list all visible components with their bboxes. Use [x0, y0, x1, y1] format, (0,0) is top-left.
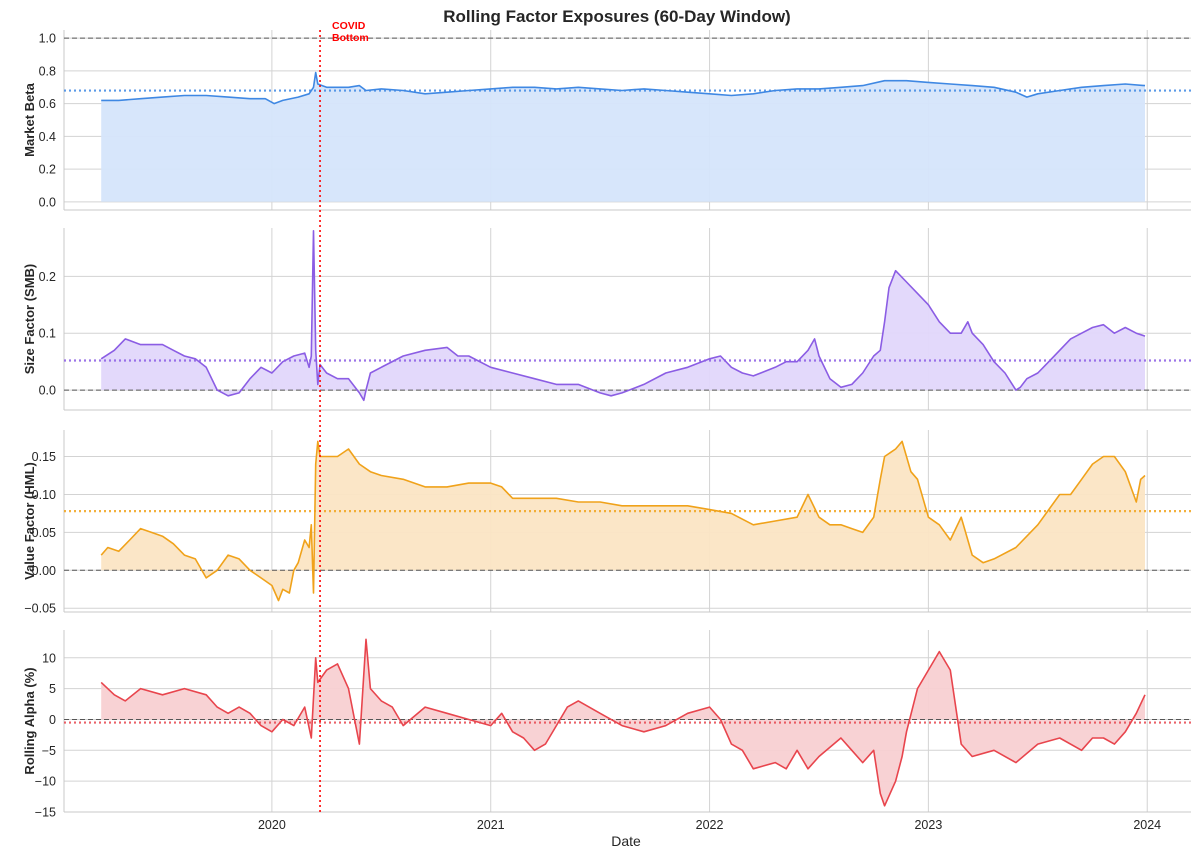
y-tick-label: 0.10	[32, 488, 56, 502]
y-tick-label: −0.05	[24, 602, 56, 616]
y-tick-label: 0.8	[39, 64, 56, 78]
y-tick-label: −5	[42, 744, 56, 758]
y-tick-label: 1.0	[39, 32, 56, 46]
event-label-line2: Bottom	[332, 32, 369, 44]
y-tick-label: 0.2	[39, 163, 56, 177]
y-axis-label: Value Factor (HML)	[22, 462, 37, 580]
y-tick-label: −15	[35, 806, 56, 820]
series-fill	[101, 72, 1146, 202]
x-tick-label: 2023	[914, 818, 942, 832]
y-tick-label: 0.0	[39, 195, 56, 209]
y-tick-label: 0.05	[32, 526, 56, 540]
y-axis-label: Market Beta	[22, 82, 37, 156]
x-tick-label: 2024	[1133, 818, 1161, 832]
chart-title: Rolling Factor Exposures (60-Day Window)	[443, 7, 790, 26]
y-axis-label: Rolling Alpha (%)	[22, 667, 37, 774]
y-tick-label: 0.15	[32, 450, 56, 464]
x-axis-label: Date	[611, 833, 641, 849]
x-tick-label: 2021	[477, 818, 505, 832]
series-line	[101, 71, 1146, 105]
series-line	[100, 230, 1146, 402]
y-tick-label: 5	[49, 682, 56, 696]
y-tick-label: 10	[42, 651, 56, 665]
y-axis-label: Size Factor (SMB)	[22, 264, 37, 375]
y-tick-label: −10	[35, 775, 56, 789]
y-tick-label: 0.1	[39, 327, 56, 341]
series-fill	[101, 441, 1146, 601]
series-fill	[101, 230, 1146, 401]
x-tick-label: 2022	[696, 818, 724, 832]
y-tick-label: 0.0	[39, 384, 56, 398]
panel-rolling-alpha: −15 −10 −5 0 5 10 Rolling Alpha (%)	[22, 630, 1191, 820]
y-tick-label: 0.6	[39, 97, 56, 111]
panel-market-beta: 0.0 0.2 0.4 0.6 0.8 1.0 Market Beta	[22, 30, 1191, 211]
x-axis: 2020 2021 2022 2023 2024	[258, 818, 1161, 832]
series-fill	[101, 639, 1146, 806]
y-tick-label: 0	[49, 713, 56, 727]
y-tick-label: 0.00	[32, 564, 56, 578]
series-line	[100, 638, 1146, 807]
event-label-line1: COVID	[332, 20, 366, 32]
y-tick-label: 0.4	[39, 130, 56, 144]
x-tick-label: 2020	[258, 818, 286, 832]
y-tick-label: 0.2	[39, 270, 56, 284]
series-line	[100, 440, 1146, 602]
